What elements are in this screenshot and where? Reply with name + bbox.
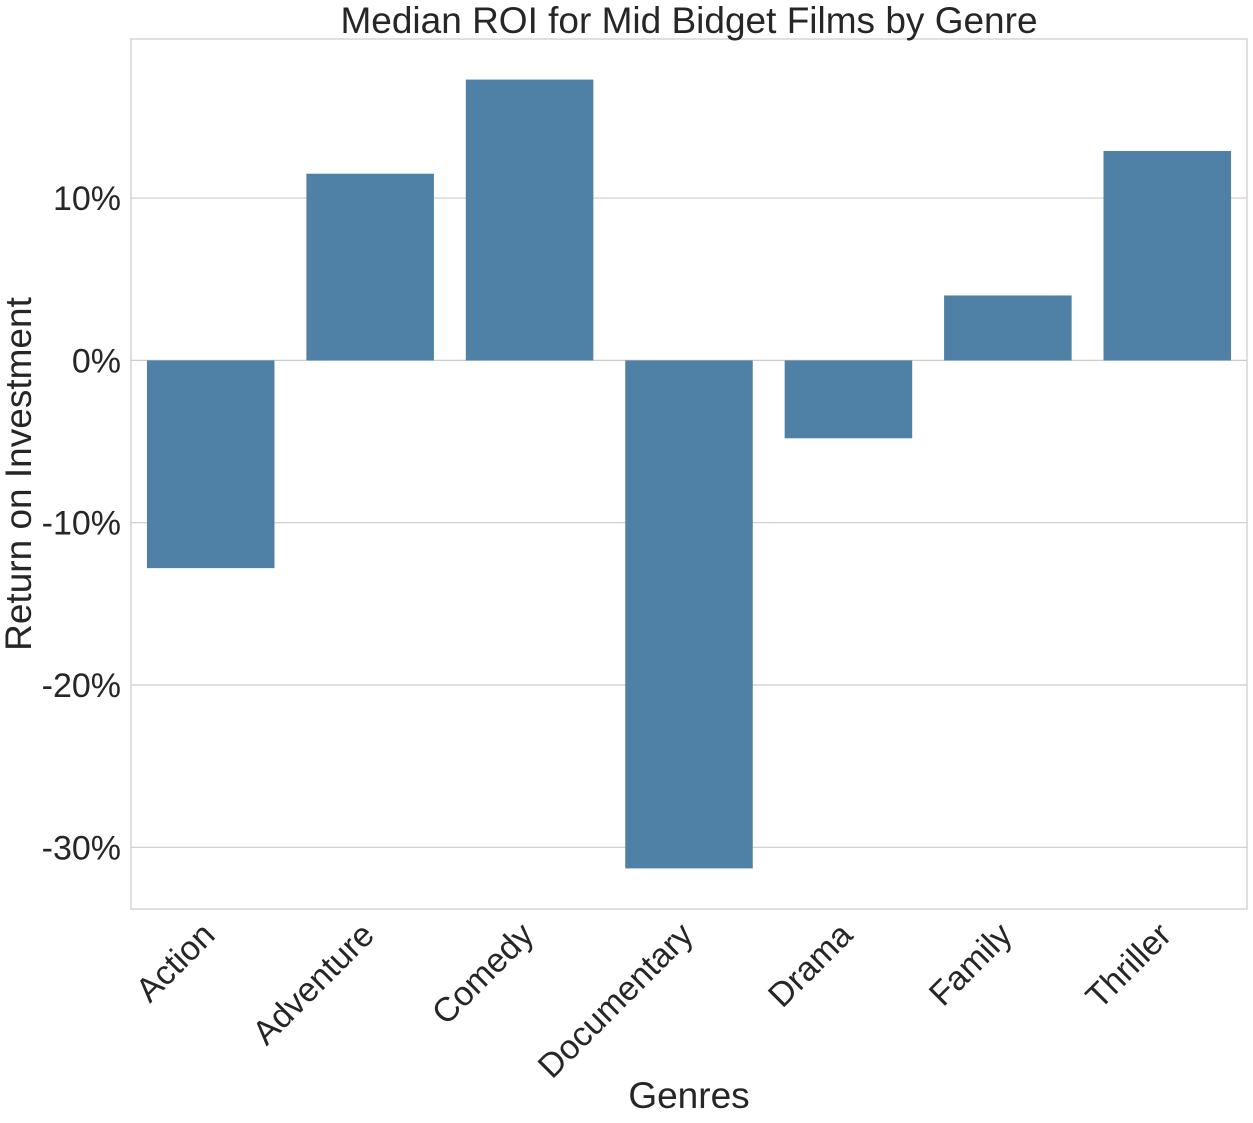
x-tick-label: Documentary [531,916,701,1086]
bar-thriller [1103,150,1232,361]
y-tick-label: -10% [42,505,121,543]
x-tick-label: Family [922,916,1020,1014]
x-axis-label: Genres [628,1075,749,1116]
x-tick-label: Drama [761,916,860,1015]
y-tick-label: -30% [42,829,121,867]
y-tick-labels: -30% -20% -10% 0% 10% [42,180,121,867]
x-tick-label: Comedy [425,916,541,1032]
x-tick-label: Thriller [1079,916,1179,1016]
plot-area [130,38,1248,910]
bar-adventure [306,173,434,361]
chart-title: Median ROI for Mid Bidget Films by Genre [340,0,1037,41]
bar-documentary [625,360,753,869]
x-tick-label: Adventure [245,916,381,1052]
bars [146,79,1232,869]
y-tick-label: 10% [53,180,121,218]
x-tick-label: Action [129,916,223,1010]
bar-comedy [465,79,594,361]
bar-action [146,360,275,569]
bar-family [944,295,1072,361]
y-tick-label: -20% [42,667,121,705]
y-axis-label: Return on Investment [0,296,39,650]
y-tick-label: 0% [72,342,121,380]
bar-drama [784,360,913,439]
